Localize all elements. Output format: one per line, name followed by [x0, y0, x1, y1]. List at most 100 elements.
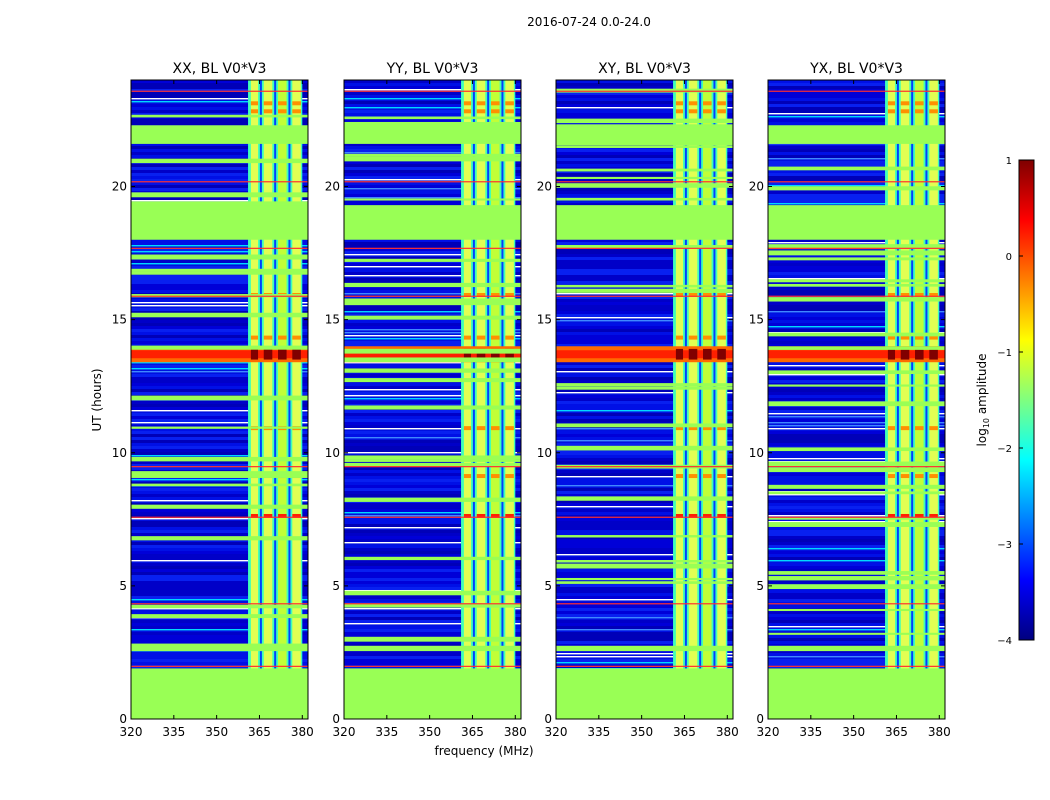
spectrogram-row: [344, 254, 521, 256]
spectrogram-row: [344, 530, 521, 533]
spectrogram-row: [131, 575, 308, 578]
spectrogram-row: [131, 488, 308, 491]
panel-title: YY, BL V0*V3: [386, 61, 479, 77]
spectrogram-row: [131, 101, 308, 103]
spectrogram-row: [768, 374, 945, 376]
rfi-spot: [703, 474, 712, 479]
panel-title: XY, BL V0*V3: [598, 61, 691, 77]
spectrogram-row: [768, 407, 945, 410]
flagged-row: [131, 614, 308, 619]
spectrogram-row: [131, 119, 308, 122]
spectrogram-row: [131, 173, 308, 176]
spectrogram-row: [768, 80, 945, 83]
rfi-row: [131, 665, 308, 667]
spectrogram-row: [556, 512, 733, 515]
x-tick-label: 380: [716, 725, 739, 739]
spectrogram-row: [768, 488, 945, 491]
spectrogram-row: [131, 302, 308, 304]
spectrogram-row: [768, 458, 945, 460]
spectrogram-row: [131, 317, 308, 320]
spectrogram-row: [556, 308, 733, 311]
spectrogram-row: [768, 146, 945, 149]
rfi-row: [768, 247, 945, 249]
spectrogram-row: [768, 122, 945, 125]
spectrogram-row: [556, 401, 733, 404]
panel-frame: [767, 79, 946, 720]
flagged-row: [344, 153, 521, 157]
spectrogram-row: [768, 113, 945, 115]
rfi-row: [131, 295, 308, 297]
spectrogram-row: [344, 437, 521, 439]
spectrogram-row: [556, 152, 733, 155]
spectrogram-row: [344, 425, 521, 428]
spectrogram-row: [344, 596, 521, 599]
spectrogram-row: [131, 383, 308, 386]
flagged-row: [344, 116, 521, 120]
flagged-row: [556, 197, 733, 201]
spectrogram-row: [344, 572, 521, 575]
flagged-row: [556, 288, 733, 293]
flagged-row: [768, 584, 945, 590]
spectrogram-row: [768, 104, 945, 107]
flagged-row: [344, 556, 521, 561]
spectrogram-row: [131, 515, 308, 518]
rfi-spot: [688, 101, 698, 106]
spectrogram-row: [556, 488, 733, 491]
spectrogram-row: [556, 329, 733, 332]
spectrogram-row: [768, 617, 945, 620]
rfi-spot: [292, 109, 301, 114]
spectrogram-row: [556, 179, 733, 182]
rfi-spot: [476, 513, 486, 518]
spectrogram-row: [768, 260, 945, 263]
x-tick-label: 335: [587, 725, 610, 739]
spectrogram-row: [344, 626, 521, 629]
spectrogram-row: [131, 113, 308, 116]
spectrogram-row: [768, 614, 945, 617]
spectrogram-row: [131, 98, 308, 100]
spectrogram-row: [556, 557, 733, 560]
spectrogram-row: [344, 482, 521, 485]
spectrogram-row: [344, 176, 521, 179]
spectrogram-row: [344, 518, 521, 521]
flagged-block: [556, 668, 733, 719]
y-tick-label: 5: [332, 579, 340, 593]
spectrogram-row: [131, 629, 308, 631]
spectrogram-row: [768, 293, 945, 296]
spectrogram-row: [556, 413, 733, 416]
flagged-row: [131, 456, 308, 462]
flagged-row: [768, 447, 945, 452]
spectrogram-row: [556, 506, 733, 508]
flagged-row: [556, 423, 733, 428]
channel-gap: [925, 80, 928, 719]
bright-band-core: [131, 350, 308, 359]
flagged-row: [344, 636, 521, 642]
spectrogram-row: [131, 116, 308, 119]
spectrogram-row: [768, 263, 945, 266]
rfi-row: [556, 603, 733, 605]
spectrogram-row: [768, 425, 945, 427]
bright-band-core: [556, 350, 733, 359]
y-tick-label: 10: [537, 446, 552, 460]
channel-band: [476, 80, 486, 719]
spectrogram-row: [556, 254, 733, 257]
spectrogram-row: [344, 623, 521, 625]
spectrogram-row: [768, 650, 945, 653]
x-tick-label: 320: [333, 725, 356, 739]
spectrogram-row: [556, 554, 733, 556]
rfi-row: [768, 466, 945, 468]
spectrogram-row: [556, 434, 733, 437]
flagged-block: [768, 668, 945, 719]
spectrogram-row: [131, 503, 308, 506]
spectrogram-row: [344, 422, 521, 425]
spectrogram-row: [344, 554, 521, 557]
flagged-row: [768, 608, 945, 612]
spectrogram-row: [344, 659, 521, 662]
spectrogram-row: [131, 260, 308, 263]
spectrogram-row: [131, 626, 308, 629]
spectrogram-row: [556, 533, 733, 536]
rfi-spot: [675, 335, 684, 340]
flagged-row: [556, 118, 733, 124]
spectrogram-row: [556, 398, 733, 401]
flagged-row: [768, 384, 945, 387]
flagged-block: [131, 668, 308, 719]
